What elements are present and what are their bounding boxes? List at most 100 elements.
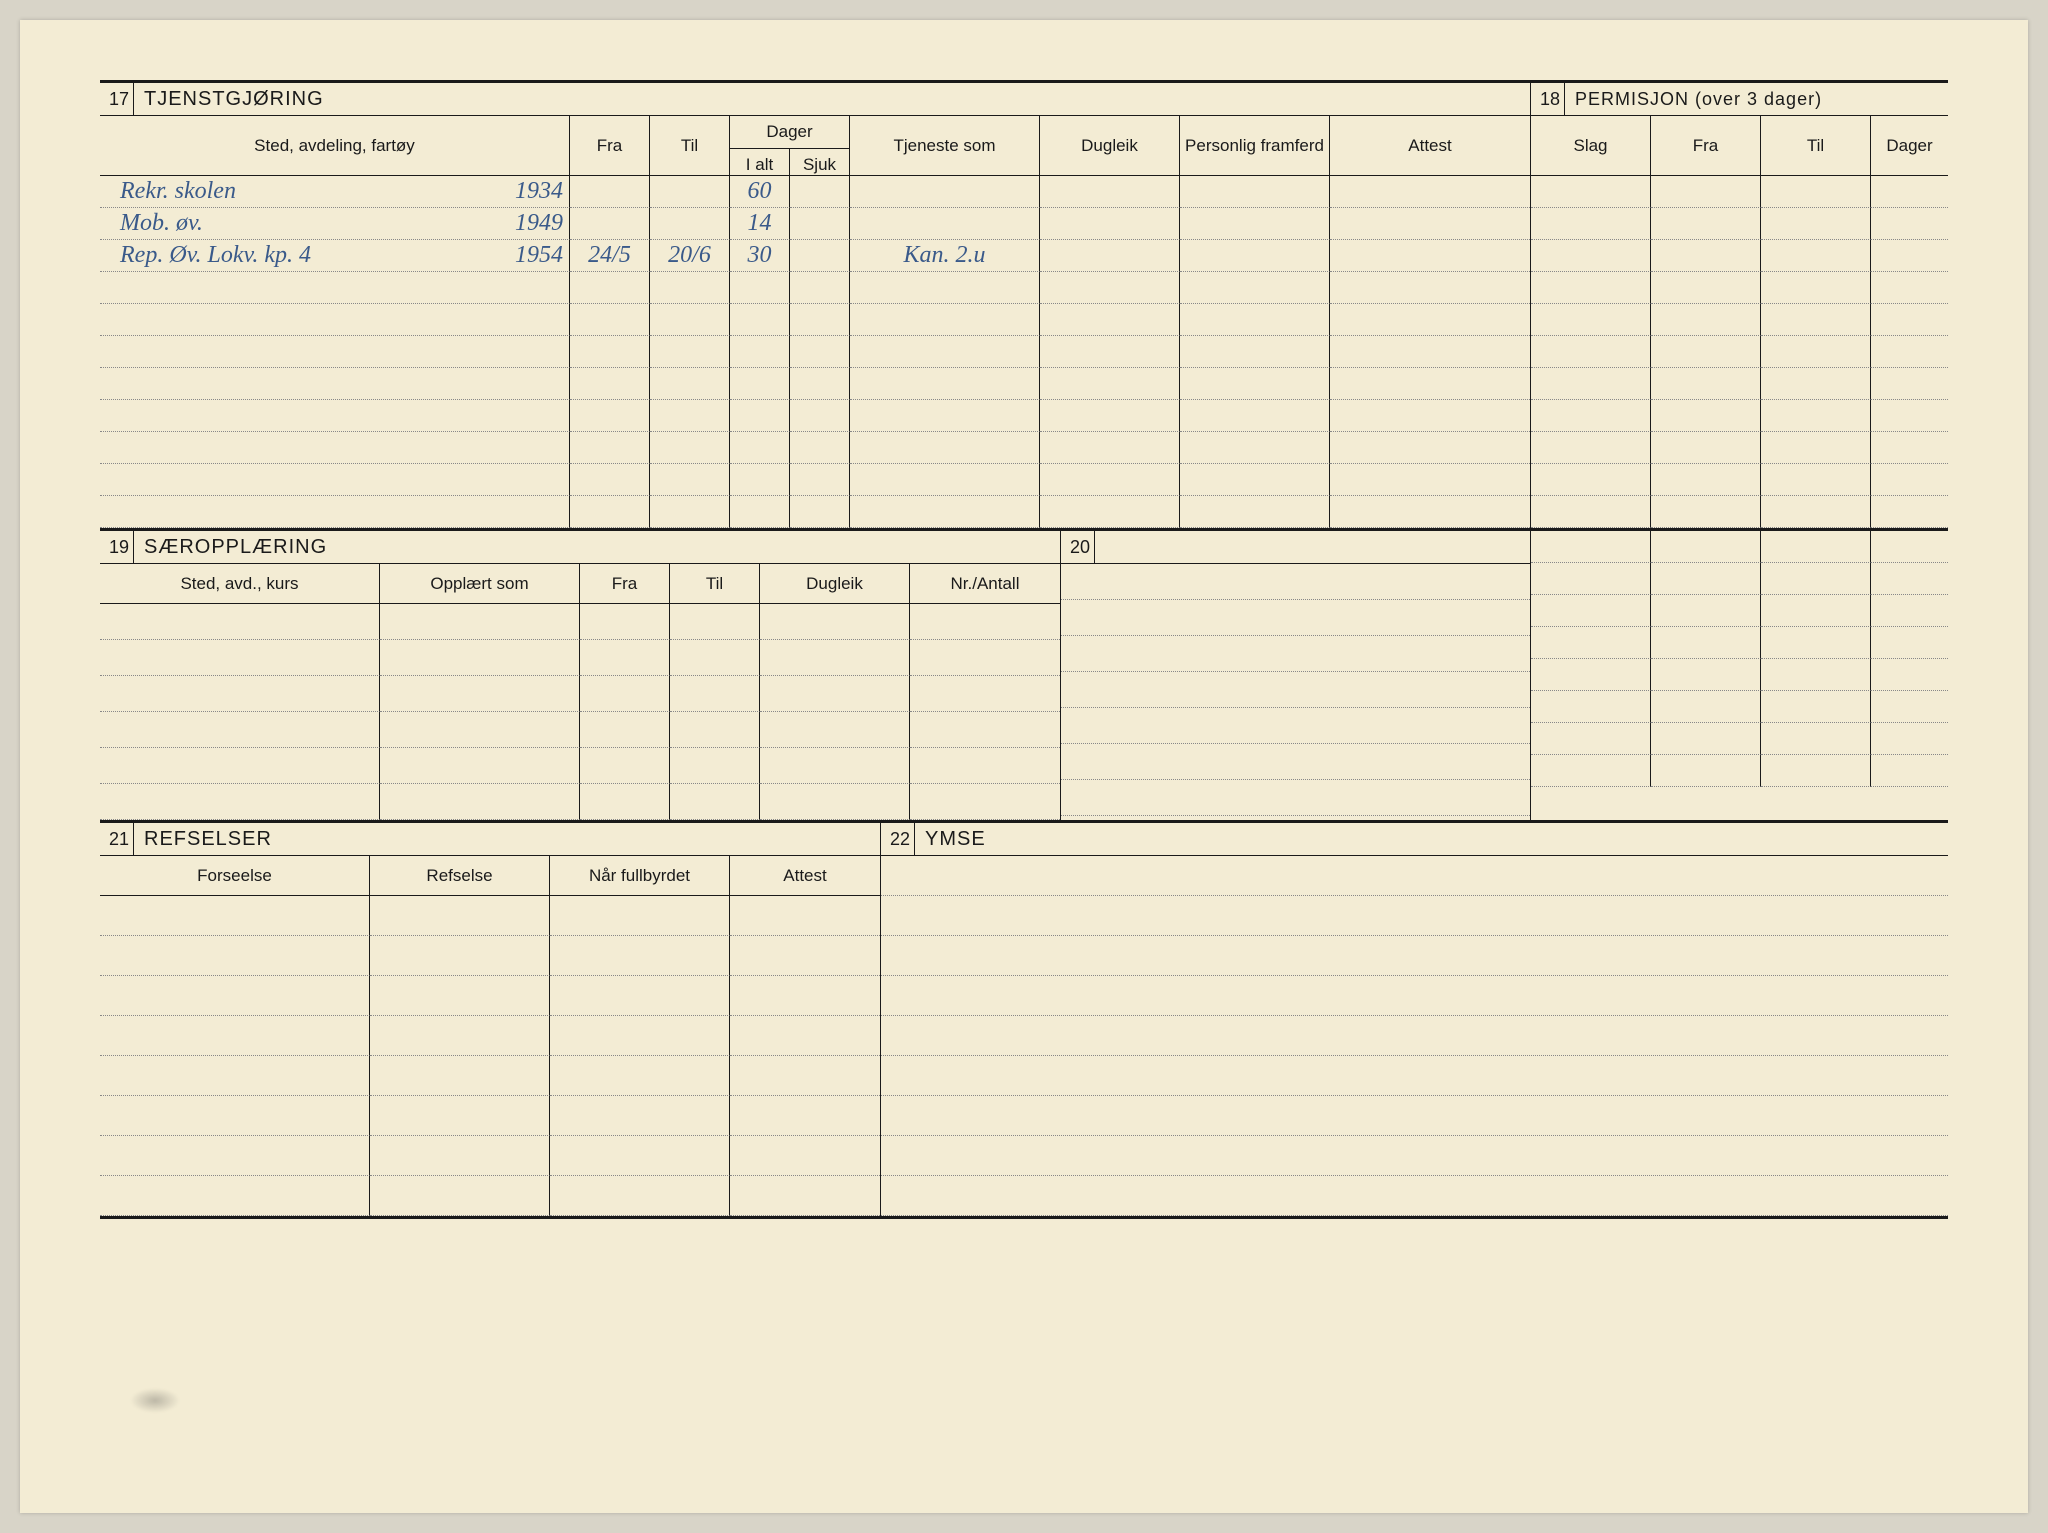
sec20-row <box>1061 780 1530 816</box>
sec17-row <box>100 400 1530 432</box>
cell <box>380 748 580 784</box>
cell <box>580 748 670 784</box>
cell <box>850 464 1040 496</box>
cell <box>650 208 730 240</box>
sec22-row <box>881 1096 1948 1136</box>
col-dager18: Dager <box>1871 116 1948 175</box>
section-18-header: 18 PERMISJON (over 3 dager) <box>1531 80 1948 116</box>
cell <box>850 336 1040 368</box>
cell <box>1180 432 1330 464</box>
cell <box>100 1016 370 1056</box>
cell <box>670 712 760 748</box>
entry-year: 1954 <box>515 242 563 269</box>
cell <box>1761 432 1871 464</box>
cell <box>1651 400 1761 432</box>
cell <box>790 464 850 496</box>
sec18-row <box>1531 272 1948 304</box>
cell <box>570 336 650 368</box>
cell <box>100 676 380 712</box>
cell <box>1651 755 1761 787</box>
col19-nr: Nr./Antall <box>910 564 1060 603</box>
sec19-row <box>100 676 1060 712</box>
cell <box>1531 240 1651 272</box>
section-18-title: PERMISJON (over 3 dager) <box>1565 89 1822 110</box>
cell <box>1180 304 1330 336</box>
sec18-row <box>1531 595 1948 627</box>
cell <box>1761 240 1871 272</box>
cell <box>760 676 910 712</box>
cell <box>1040 496 1180 528</box>
sec19-row <box>100 784 1060 820</box>
cell <box>730 432 790 464</box>
cell <box>1871 723 1948 755</box>
bottom-row: 21 REFSELSER Forseelse Refselse Når full… <box>100 820 1948 1216</box>
cell <box>550 1176 730 1216</box>
cell <box>1761 400 1871 432</box>
cell <box>1330 336 1530 368</box>
sec17-row <box>100 368 1530 400</box>
cell <box>850 368 1040 400</box>
cell <box>1651 208 1761 240</box>
sec19-row <box>100 640 1060 676</box>
sec19-row <box>100 748 1060 784</box>
cell <box>370 1136 550 1176</box>
cell <box>790 432 850 464</box>
cell <box>570 464 650 496</box>
cell <box>100 400 570 432</box>
cell <box>570 400 650 432</box>
cell <box>1761 531 1871 563</box>
cell <box>550 896 730 936</box>
mid-row: 19 SÆROPPLÆRING Sted, avd., kurs Opplært… <box>100 528 1948 820</box>
cell <box>650 304 730 336</box>
cell <box>910 784 1060 820</box>
sec18-body <box>1531 176 1948 528</box>
cell <box>670 748 760 784</box>
cell <box>730 368 790 400</box>
section-20: 20 <box>1060 528 1530 820</box>
section-18: 18 PERMISJON (over 3 dager) Slag Fra Til… <box>1530 80 1948 528</box>
cell: 20/6 <box>650 240 730 272</box>
cell <box>1531 627 1651 659</box>
cell <box>1651 464 1761 496</box>
sec18-continuation <box>1530 528 1948 820</box>
cell <box>1651 304 1761 336</box>
cell <box>760 784 910 820</box>
cell <box>380 640 580 676</box>
cell <box>1531 659 1651 691</box>
cell <box>580 784 670 820</box>
cell <box>370 1096 550 1136</box>
cell <box>1330 432 1530 464</box>
cell <box>1531 496 1651 528</box>
col-fra18: Fra <box>1651 116 1761 175</box>
sec20-row <box>1061 564 1530 600</box>
cell <box>1871 400 1948 432</box>
cell <box>1651 432 1761 464</box>
sec18-row <box>1531 368 1948 400</box>
sec17-row <box>100 336 1530 368</box>
sec18-row <box>1531 723 1948 755</box>
cell <box>1180 368 1330 400</box>
sec18-row <box>1531 659 1948 691</box>
cell <box>730 336 790 368</box>
sec17-row <box>100 432 1530 464</box>
section-21-num: 21 <box>100 823 134 855</box>
sec21-row <box>100 1096 880 1136</box>
cell <box>1330 208 1530 240</box>
cell <box>1651 659 1761 691</box>
cell <box>380 712 580 748</box>
cell <box>570 176 650 208</box>
cell <box>1040 464 1180 496</box>
cell <box>910 712 1060 748</box>
sec17-row <box>100 304 1530 336</box>
cell <box>790 496 850 528</box>
cell <box>650 176 730 208</box>
cell <box>790 304 850 336</box>
cell <box>730 464 790 496</box>
record-card: 17 TJENSTGJØRING Sted, avdeling, fartøy … <box>20 20 2028 1513</box>
cell <box>1871 272 1948 304</box>
cell <box>650 400 730 432</box>
col19-fra: Fra <box>580 564 670 603</box>
cell <box>650 272 730 304</box>
cell <box>670 784 760 820</box>
cell <box>1040 368 1180 400</box>
